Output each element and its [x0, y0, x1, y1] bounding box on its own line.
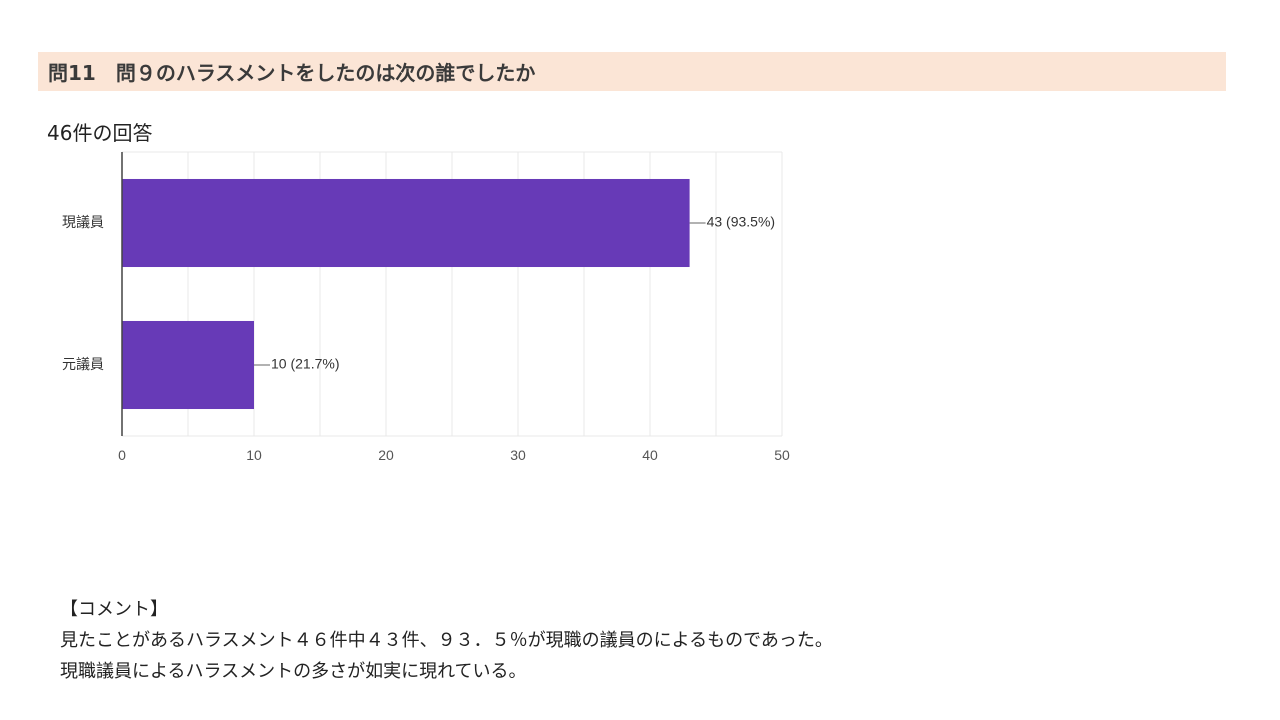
labels: 現議員 43 (93.5%) 元議員 10 (21.7%): [62, 214, 775, 373]
question-header: 問11 問９のハラスメントをしたのは次の誰でしたか: [38, 52, 1226, 91]
bar: [122, 178, 690, 268]
bar: [122, 320, 254, 410]
category-label: 現議員: [62, 214, 104, 231]
category-label: 元議員: [62, 356, 104, 373]
question-title: 問11 問９のハラスメントをしたのは次の誰でしたか: [48, 61, 536, 85]
comment-line-2: 現職議員によるハラスメントの多さが如実に現れている。: [60, 661, 527, 682]
comment-heading: 【コメント】: [60, 599, 168, 620]
data-label: 10 (21.7%): [271, 356, 339, 372]
x-tick-label: 50: [774, 447, 790, 463]
x-tick-label: 10: [246, 447, 262, 463]
comment-section: 【コメント】 見たことがあるハラスメント４６件中４３件、９３．５％が現職の議員の…: [60, 594, 833, 687]
x-tick-label: 20: [378, 447, 394, 463]
comment-line-1: 見たことがあるハラスメント４６件中４３件、９３．５％が現職の議員のによるものであ…: [60, 630, 833, 651]
data-label: 43 (93.5%): [707, 214, 775, 230]
x-tick-labels: 0 10 20 30 40 50: [118, 447, 790, 463]
bar-chart: 現議員 43 (93.5%) 元議員 10 (21.7%) 0 10 20 30 40 50: [62, 151, 790, 463]
x-tick-label: 30: [510, 447, 526, 463]
x-tick-label: 0: [118, 447, 126, 463]
response-count: 46件の回答: [47, 121, 153, 145]
x-tick-label: 40: [642, 447, 658, 463]
bars: [122, 178, 690, 410]
